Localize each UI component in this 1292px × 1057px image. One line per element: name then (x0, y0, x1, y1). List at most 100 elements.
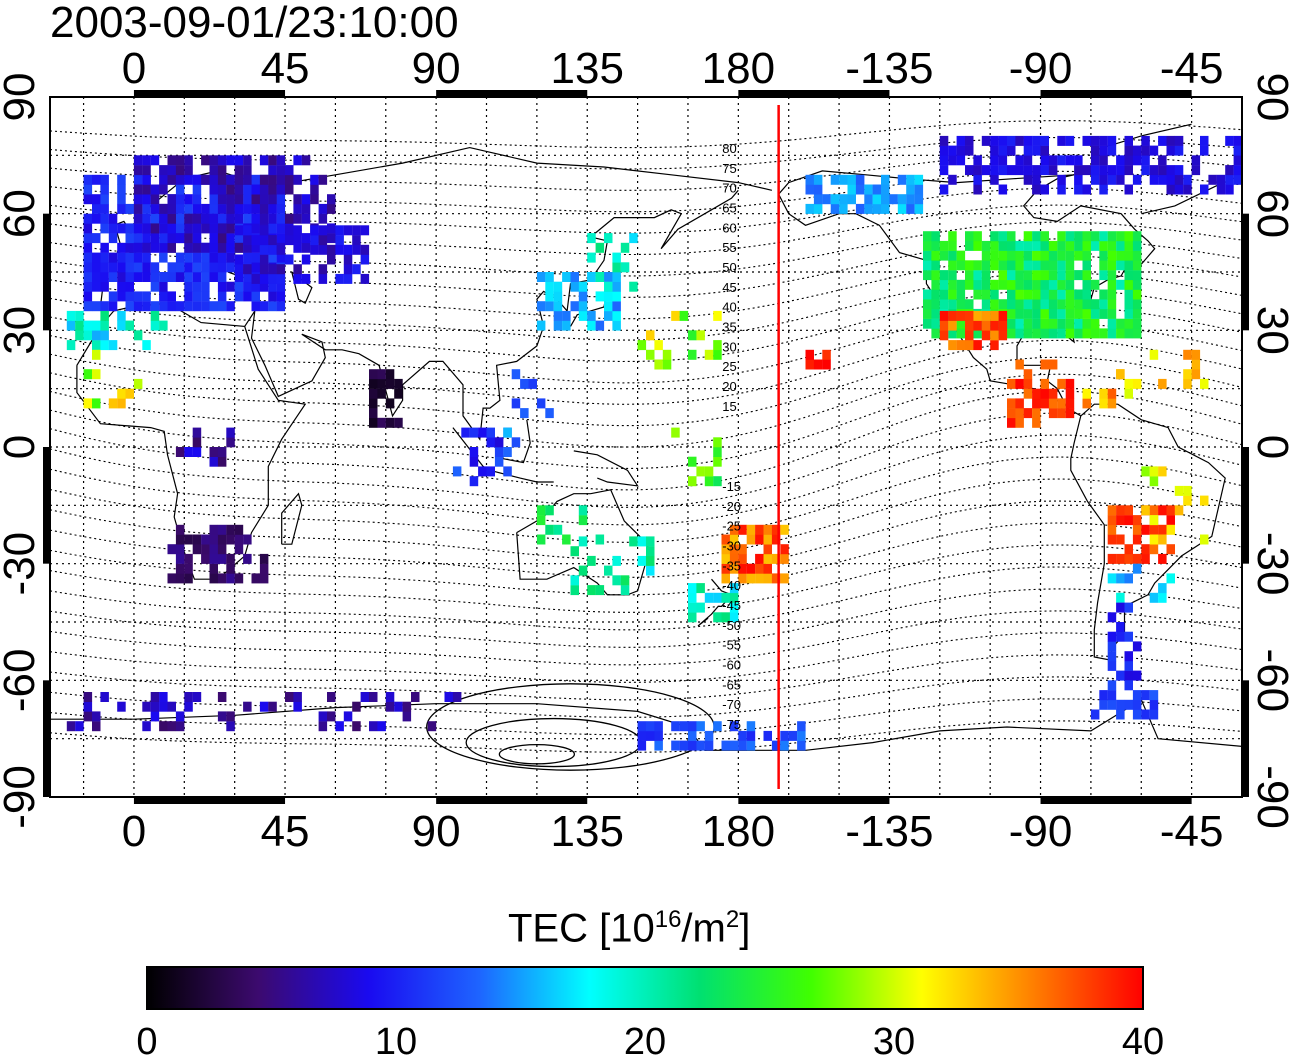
tec-cell (494, 447, 504, 457)
tec-cell (327, 711, 336, 722)
frame-segment (1242, 447, 1249, 564)
tec-cell (92, 320, 101, 331)
tec-cell (1132, 231, 1142, 242)
tec-cell (1124, 231, 1133, 242)
tec-cell (1057, 250, 1066, 261)
tec-cell (469, 456, 479, 467)
tec-cell (1132, 699, 1142, 710)
tec-cell (1032, 270, 1041, 281)
tec-cell (1107, 641, 1117, 652)
tec-cell (1048, 359, 1058, 370)
tec-cell (268, 213, 277, 224)
tec-cell (1032, 184, 1041, 195)
tec-cell (327, 203, 336, 214)
tec-cell (469, 427, 479, 438)
tec-cell (1107, 398, 1117, 409)
tec-cell (1007, 135, 1016, 146)
tec-cell (100, 262, 109, 273)
tec-cell (931, 231, 940, 242)
tec-cell (83, 398, 93, 409)
tec-cell (1040, 318, 1049, 329)
tec-cell (956, 340, 966, 351)
tec-cell (92, 398, 101, 409)
tec-cell (209, 174, 218, 185)
tec-cell (1124, 631, 1133, 642)
colorbar-title-exp2: 2 (725, 906, 740, 933)
tec-cell (696, 466, 705, 477)
tec-cell (1023, 378, 1033, 389)
tec-cell (545, 505, 554, 516)
tec-cell (780, 553, 789, 564)
tec-cell (923, 289, 932, 300)
tec-cell (562, 534, 571, 545)
tec-cell (914, 194, 924, 205)
tec-cell (578, 565, 588, 576)
tec-cell (175, 262, 185, 273)
tec-cell (637, 555, 647, 566)
tec-cell (75, 310, 84, 321)
tec-cell (327, 254, 336, 265)
tec-cell (713, 476, 722, 487)
tec-cell (998, 250, 1008, 261)
tec-cell (1023, 318, 1033, 329)
tec-cell (125, 272, 134, 282)
tec-cell (721, 573, 730, 584)
tec-cell (1090, 231, 1100, 242)
tec-cell (1166, 174, 1175, 185)
tec-cell (973, 165, 982, 176)
tec-cell (948, 279, 957, 290)
tec-cell (327, 233, 336, 244)
tec-cell (805, 184, 814, 195)
tec-cell (226, 437, 235, 448)
tec-cell (100, 184, 109, 195)
tec-cell (83, 213, 93, 224)
tec-cell (192, 534, 202, 545)
tec-cell (167, 155, 176, 166)
tec-cell (704, 349, 714, 360)
tec-cell (1183, 349, 1192, 360)
tec-cell (234, 203, 244, 214)
tec-cell (142, 165, 151, 176)
tec-cell (117, 184, 126, 195)
tec-cell (965, 231, 974, 242)
tec-cell (285, 254, 294, 265)
tec-cell (209, 447, 218, 457)
tec-cell (1099, 388, 1108, 399)
tec-cell (117, 310, 126, 321)
tec-cell (721, 553, 730, 564)
tec-cell (973, 231, 982, 242)
tec-cell (998, 330, 1008, 341)
tec-cell (159, 213, 168, 224)
tec-cell (1149, 592, 1159, 603)
tec-cell (318, 721, 328, 732)
tec-cell (1158, 553, 1167, 564)
tec-cell (805, 174, 814, 185)
magnetic-latitude-contour (50, 676, 1242, 718)
tec-cell (965, 330, 974, 341)
tec-cell (201, 544, 210, 555)
tec-cell (704, 730, 714, 741)
tec-cell (318, 213, 328, 224)
tec-cell (184, 213, 193, 224)
tec-cell (100, 252, 109, 263)
tec-cell (83, 330, 93, 341)
tec-cell (259, 264, 269, 275)
tec-cell (150, 262, 160, 273)
tec-cell (125, 233, 134, 244)
tec-cell (133, 223, 143, 234)
tec-cell (335, 235, 344, 246)
tec-cell (1116, 573, 1125, 584)
tec-cell (771, 740, 781, 751)
tec-cell (948, 299, 957, 310)
tec-cell (704, 476, 714, 487)
tec-cell (1007, 260, 1016, 271)
tec-cell (217, 534, 227, 545)
tec-cell (117, 203, 126, 214)
tec-cell (1015, 398, 1024, 409)
magnetic-latitude-contour (50, 566, 1242, 631)
tec-cell (293, 213, 302, 224)
tec-cell (1082, 231, 1091, 242)
magnetic-latitude-label: 40 (722, 300, 736, 315)
tec-cell (234, 291, 244, 302)
tec-cell (620, 242, 630, 253)
